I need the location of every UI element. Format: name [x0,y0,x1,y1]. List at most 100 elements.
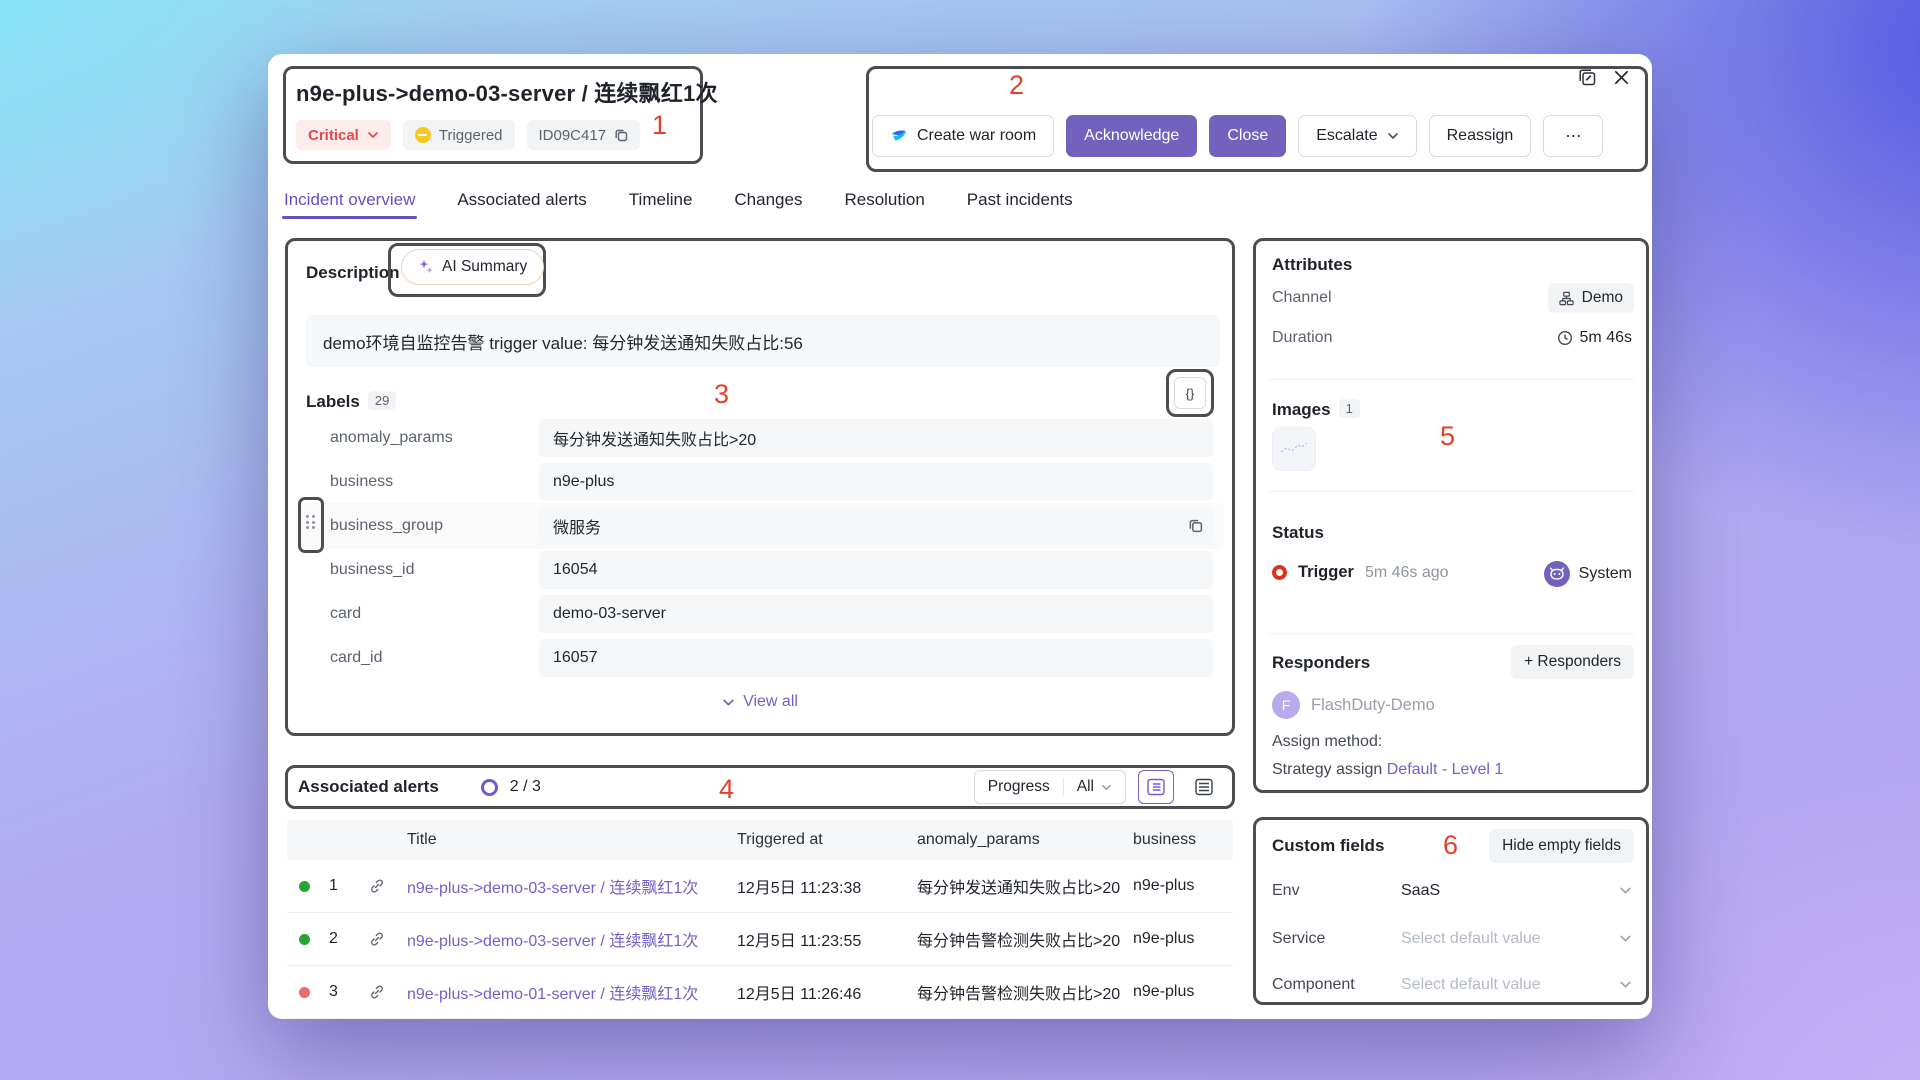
status-actor: System [1543,561,1632,587]
drag-handle-icon[interactable] [306,515,315,529]
alerts-ratio: 2 / 3 [509,778,541,795]
duration-value: 5m 46s [1579,329,1632,346]
images-count-badge: 1 [1338,399,1360,418]
tab-incident-overview[interactable]: Incident overview [281,190,418,219]
severity-badge[interactable]: Critical [296,120,391,150]
channel-value-badge[interactable]: Demo [1547,283,1634,313]
hide-empty-fields-button[interactable]: Hide empty fields [1489,829,1634,863]
annotation-number-3: 3 [714,379,730,409]
label-value: n9e-plus [539,463,1213,501]
tab-changes[interactable]: Changes [734,190,803,209]
labels-header: Labels 29 [306,391,397,412]
card-view-toggle[interactable] [1186,770,1222,804]
close-icon[interactable] [1613,69,1630,86]
tab-timeline[interactable]: Timeline [628,190,693,209]
status-event: Trigger [1298,563,1354,581]
more-actions-button[interactable]: ⋯ [1543,115,1604,157]
ai-summary-button[interactable]: AI Summary [401,249,545,285]
assign-strategy-prefix: Strategy assign [1272,761,1383,778]
associated-alerts-title: Associated alerts [298,777,439,796]
json-view-toggle[interactable]: {} [1174,377,1206,409]
trigger-ring-icon [1272,565,1287,580]
alert-title-link[interactable]: n9e-plus->demo-01-server / 连续飘红1次 [407,986,699,1003]
divider [1268,491,1634,492]
table-row[interactable]: 1 n9e-plus->demo-03-server / 连续飘红1次 12月5… [287,860,1233,913]
col-triggered-at: Triggered at [737,831,823,848]
row-index: 1 [329,877,338,894]
ai-sparkle-icon [419,260,433,274]
overview-card: Description AI Summary demo环境自监控告警 trigg… [285,238,1235,736]
alert-business: n9e-plus [1133,930,1195,947]
images-title: Images [1272,400,1331,419]
annotation-number-2: 2 [1009,70,1025,100]
alert-business: n9e-plus [1133,983,1195,1000]
assign-strategy-link[interactable]: Default - Level 1 [1386,761,1504,778]
labels-title: Labels [306,392,360,411]
image-thumbnail[interactable] [1272,427,1316,471]
chevron-down-icon[interactable] [1619,932,1632,945]
responders-title: Responders [1272,653,1371,672]
view-all-link[interactable]: View all [288,693,1232,711]
chevron-down-icon[interactable] [1619,978,1632,991]
col-title: Title [407,831,437,848]
tab-resolution[interactable]: Resolution [844,190,925,209]
filter-label: Progress [987,778,1050,795]
close-button[interactable]: Close [1209,115,1287,157]
chevron-down-icon[interactable] [1619,884,1632,897]
link-icon [369,878,407,894]
alert-status-dot [299,880,310,892]
progress-filter[interactable]: Progress All [973,770,1126,804]
copy-icon[interactable] [1188,518,1203,533]
custom-field-select[interactable]: Select default value [1401,930,1541,947]
clock-icon [1557,330,1572,346]
responder-item: F FlashDuty-Demo [1272,691,1435,719]
incident-title: n9e-plus->demo-03-server / 连续飘红1次 [296,81,718,106]
images-header: Images 1 [1272,399,1360,420]
alert-title-link[interactable]: n9e-plus->demo-03-server / 连续飘红1次 [407,880,699,897]
assign-strategy-row: Strategy assign Default - Level 1 [1272,761,1503,779]
tab-associated-alerts[interactable]: Associated alerts [457,190,587,209]
table-row[interactable]: 3 n9e-plus->demo-01-server / 连续飘红1次 12月5… [287,966,1233,1019]
alert-title-link[interactable]: n9e-plus->demo-03-server / 连续飘红1次 [407,933,699,950]
custom-field-select[interactable]: SaaS [1401,882,1441,899]
filter-selected: All [1076,778,1094,795]
ai-summary-label: AI Summary [442,258,528,275]
label-key: anomaly_params [330,429,453,446]
status-title: Status [1272,523,1324,542]
custom-fields-title: Custom fields [1272,836,1385,855]
window-controls [1578,68,1630,87]
card-view-icon [1195,778,1213,796]
progress-ring-icon [480,778,498,796]
add-responders-button[interactable]: + Responders [1511,645,1634,679]
action-buttons: Create war room Acknowledge Close Escala… [872,115,1604,157]
war-room-icon [891,130,907,141]
attributes-title: Attributes [1272,255,1353,274]
filter-value[interactable]: All [1064,771,1125,803]
link-icon [369,931,407,947]
list-view-toggle[interactable] [1138,770,1174,804]
escalate-button[interactable]: Escalate [1298,115,1417,157]
table-row[interactable]: 2 n9e-plus->demo-03-server / 连续飘红1次 12月5… [287,913,1233,966]
custom-field-select[interactable]: Select default value [1401,976,1541,993]
create-war-room-label: Create war room [917,127,1037,144]
custom-fields-card: Custom fields 6 Hide empty fields Env Sa… [1253,817,1649,1005]
alert-anomaly-params: 每分钟发送通知失败占比>20 [917,880,1121,897]
alert-triggered-at: 12月5日 11:23:55 [737,933,862,950]
status-ago: 5m 46s ago [1364,563,1449,581]
associated-alerts-header: Associated alerts 2 / 3 4 Progress All [285,765,1235,809]
create-war-room-button[interactable]: Create war room [872,115,1055,157]
chevron-down-icon [368,132,378,138]
label-value: demo-03-server [539,595,1213,633]
alert-status-dot [299,986,310,998]
copy-link-icon[interactable] [1578,68,1597,87]
tab-past-incidents[interactable]: Past incidents [966,190,1073,209]
acknowledge-button[interactable]: Acknowledge [1066,115,1198,157]
chevron-down-icon [1102,784,1111,790]
label-key: business [330,473,394,490]
responder-name: FlashDuty-Demo [1311,695,1435,714]
reassign-button[interactable]: Reassign [1428,115,1532,157]
incident-id-badge: ID09C417 [526,120,641,150]
copy-icon[interactable] [614,128,628,142]
row-index: 2 [329,930,338,947]
chevron-down-icon [723,698,734,706]
